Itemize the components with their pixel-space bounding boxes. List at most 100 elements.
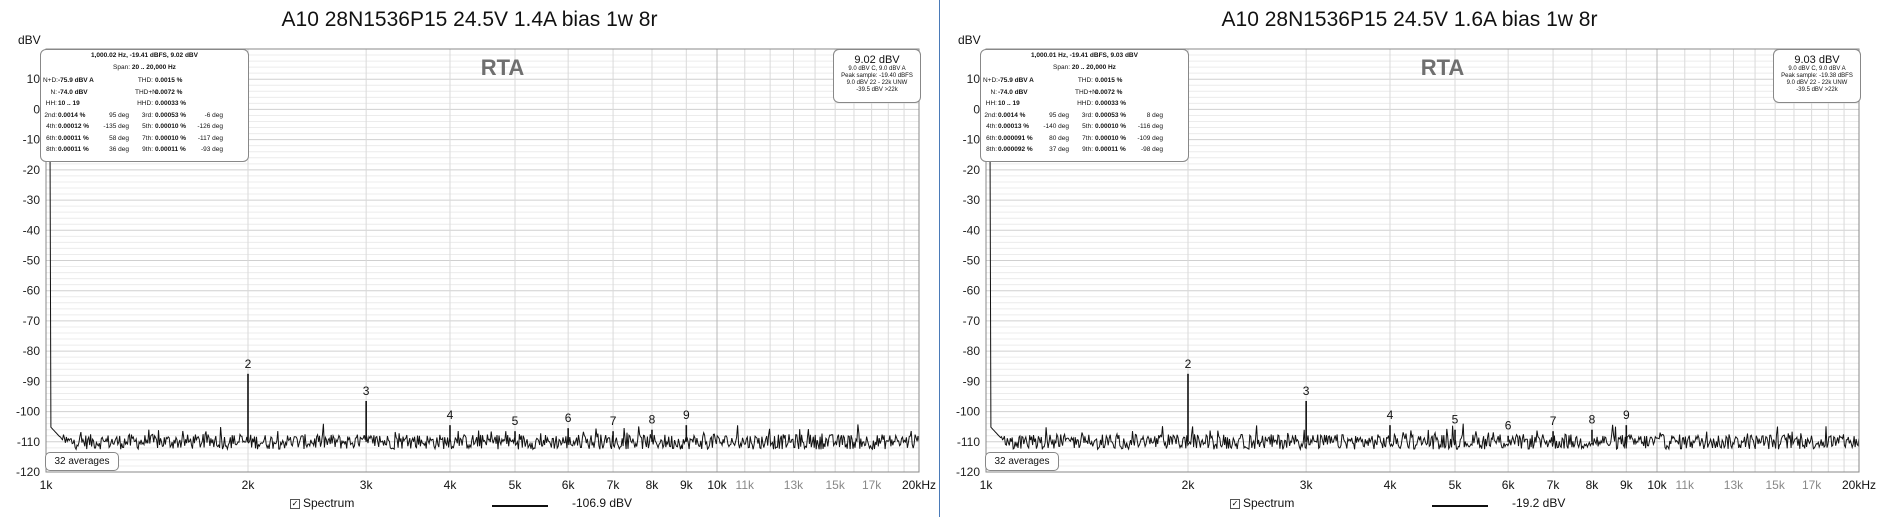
infobox-cell: N: bbox=[990, 88, 998, 96]
level-line: -39.5 dBV >22k bbox=[856, 87, 898, 93]
infobox-cell: 0.00011 % bbox=[58, 134, 89, 142]
infobox-cell: THD+N: bbox=[135, 88, 159, 96]
y-tick-label: -10 bbox=[23, 133, 41, 147]
panel-divider[interactable] bbox=[939, 0, 940, 517]
infobox-cell: 5th: bbox=[1082, 123, 1093, 130]
y-axis-unit: dBV bbox=[958, 33, 981, 47]
infobox-cell: 2nd: bbox=[44, 111, 57, 119]
x-tick-label: 3k bbox=[1300, 478, 1314, 492]
spectrum-checkbox[interactable]: ✓ bbox=[1230, 499, 1240, 509]
legend-value: -106.9 dBV bbox=[572, 496, 633, 510]
infobox-cell: -93 deg bbox=[200, 146, 223, 153]
y-tick-label: -50 bbox=[963, 254, 981, 268]
infobox-cell: -75.9 dBV A bbox=[998, 77, 1034, 84]
infobox-cell: THD: bbox=[1077, 77, 1093, 84]
y-tick-label: -120 bbox=[16, 465, 40, 479]
y-tick-label: -100 bbox=[956, 405, 980, 419]
level-value: 9.03 dBV bbox=[1794, 54, 1840, 66]
infobox-cell: 95 deg bbox=[109, 111, 129, 119]
x-tick-label: 5k bbox=[1449, 478, 1463, 492]
harmonic-label: 3 bbox=[1303, 384, 1310, 398]
x-tick-label: 17k bbox=[1802, 478, 1822, 492]
infobox-cell: HH: bbox=[985, 100, 997, 107]
y-tick-label: 10 bbox=[27, 72, 41, 86]
level-line: 9.0 dBV 22 - 22k UNW bbox=[1786, 80, 1848, 86]
measurement-infobox: 1,000.02 Hz, -19.41 dBFS, 9.02 dBV Span: … bbox=[40, 49, 249, 162]
harmonic-label: 5 bbox=[512, 414, 519, 428]
infobox-header: 1,000.02 Hz, -19.41 dBFS, 9.02 dBV bbox=[91, 52, 198, 59]
y-tick-label: -70 bbox=[963, 314, 981, 328]
span-value: 20 .. 20,000 Hz bbox=[1071, 64, 1116, 71]
y-tick-label: -30 bbox=[963, 193, 981, 207]
infobox-cell: 3rd: bbox=[141, 111, 153, 119]
rta-panel-right: A10 28N1536P15 24.5V 1.6A bias 1w 8r dBV… bbox=[940, 0, 1879, 517]
infobox-cell: 8 deg bbox=[1146, 111, 1163, 119]
infobox-cell: 10 .. 19 bbox=[58, 100, 80, 107]
x-tick-label: 13k bbox=[1724, 478, 1744, 492]
infobox-cell: 0.0014 % bbox=[58, 111, 86, 119]
harmonic-label: 9 bbox=[1623, 408, 1630, 422]
infobox-cell: HH: bbox=[45, 100, 57, 107]
infobox-cell: -126 deg bbox=[197, 123, 223, 130]
infobox-cell: 0.0015 % bbox=[1095, 77, 1123, 84]
harmonic-label: 2 bbox=[1185, 357, 1192, 371]
infobox-cell: -6 deg bbox=[204, 111, 223, 119]
infobox-cell: 4th: bbox=[986, 123, 997, 130]
x-tick-label: 15k bbox=[1765, 478, 1785, 492]
y-tick-label: -80 bbox=[963, 344, 981, 358]
y-tick-label: -40 bbox=[23, 223, 41, 237]
rta-panel-left: A10 28N1536P15 24.5V 1.4A bias 1w 8r dBV… bbox=[0, 0, 939, 517]
x-tick-label: 4k bbox=[444, 478, 458, 492]
averages-badge: 32 averages bbox=[985, 452, 1059, 471]
infobox-cell: 0.00033 % bbox=[1095, 100, 1127, 107]
x-tick-label: 2k bbox=[1182, 478, 1196, 492]
infobox-cell: 4th: bbox=[46, 123, 57, 130]
x-tick-label: 10k bbox=[707, 478, 727, 492]
harmonic-label: 4 bbox=[447, 408, 454, 422]
infobox-cell: 7th: bbox=[1082, 134, 1093, 142]
x-tick-label: 5k bbox=[509, 478, 523, 492]
y-tick-label: 0 bbox=[33, 102, 40, 116]
rta-watermark: RTA bbox=[481, 55, 525, 80]
spectrum-checkbox[interactable]: ✓ bbox=[290, 499, 300, 509]
x-tick-label: 15k bbox=[825, 478, 845, 492]
harmonic-label: 7 bbox=[1550, 414, 1557, 428]
y-tick-label: -80 bbox=[23, 344, 41, 358]
span-label: Span: bbox=[1053, 64, 1072, 71]
infobox-cell: -74.0 dBV bbox=[998, 88, 1028, 96]
x-tick-label: 20kHz bbox=[902, 478, 936, 492]
infobox-cell: 0.00012 % bbox=[58, 123, 90, 130]
y-tick-label: -30 bbox=[23, 193, 41, 207]
infobox-cell: 0.000091 % bbox=[998, 134, 1033, 142]
infobox-cell: THD+N: bbox=[1075, 88, 1099, 96]
legend-line-swatch bbox=[492, 505, 548, 507]
x-tick-label: 4k bbox=[1384, 478, 1398, 492]
spectrum-plot[interactable]: RTA 10 0 -10 -20 -30 -40 -50 -60 -70 -80 -90 -100 -11… bbox=[0, 0, 939, 517]
infobox-cell: -135 deg bbox=[103, 123, 129, 130]
infobox-cell: 9th: bbox=[1082, 146, 1093, 153]
infobox-cell: 0.0015 % bbox=[155, 77, 183, 84]
harmonic-label: 8 bbox=[649, 413, 656, 427]
infobox-cell: 0.0072 % bbox=[1095, 88, 1123, 96]
infobox-cell: 8th: bbox=[46, 146, 57, 153]
infobox-cell: 0.00010 % bbox=[1095, 134, 1127, 142]
infobox-cell: -74.0 dBV bbox=[58, 88, 88, 96]
x-tick-label: 3k bbox=[360, 478, 374, 492]
infobox-cell: N+D: bbox=[43, 77, 58, 84]
level-line: 9.0 dBV C, 9.0 dBV A bbox=[1788, 66, 1846, 72]
infobox-cell: 0.00011 % bbox=[155, 146, 186, 153]
infobox-cell: -117 deg bbox=[197, 134, 223, 142]
infobox-cell: 95 deg bbox=[1049, 111, 1069, 119]
x-tick-label: 7k bbox=[1547, 478, 1561, 492]
x-tick-label: 9k bbox=[1620, 478, 1634, 492]
y-tick-label: 0 bbox=[973, 102, 980, 116]
infobox-cell: 58 deg bbox=[109, 134, 129, 142]
legend-label: Spectrum bbox=[303, 496, 355, 510]
infobox-cell: 0.000092 % bbox=[998, 146, 1033, 153]
spectrum-trace bbox=[45, 82, 920, 472]
plot-frame bbox=[985, 48, 1860, 473]
y-tick-label: -50 bbox=[23, 254, 41, 268]
infobox-cell: 0.00010 % bbox=[1095, 123, 1127, 130]
infobox-cell: -116 deg bbox=[1137, 123, 1163, 130]
infobox-cell: N+D: bbox=[983, 77, 998, 84]
